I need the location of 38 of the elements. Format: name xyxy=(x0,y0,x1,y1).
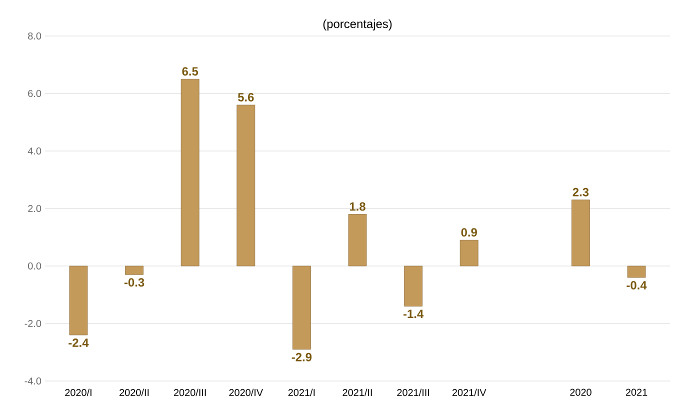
y-tick-label: -4.0 xyxy=(24,377,42,385)
x-tick-label: 2021/IV xyxy=(452,388,486,396)
bar xyxy=(292,266,311,350)
bar xyxy=(69,266,88,336)
data-label: 0.9 xyxy=(461,228,477,237)
x-tick-label: 2020/I xyxy=(65,388,92,396)
bar xyxy=(404,266,423,306)
x-tick-label: 2021/II xyxy=(342,388,372,396)
x-tick-label: 2021 xyxy=(626,388,648,396)
x-tick-label: 2020/III xyxy=(174,388,206,396)
data-label: -1.4 xyxy=(403,310,424,318)
bar xyxy=(572,200,590,266)
data-label: 5.6 xyxy=(238,93,254,102)
data-label: 6.5 xyxy=(182,67,198,76)
data-label: -0.4 xyxy=(626,281,647,290)
x-tick-label: 2020/II xyxy=(120,388,149,396)
data-label: -2.4 xyxy=(68,338,89,347)
x-tick-label: 2021/I xyxy=(288,388,315,396)
bar xyxy=(460,240,478,266)
y-tick-label: -2.0 xyxy=(24,320,42,328)
bar xyxy=(627,266,646,278)
y-tick-label: 6.0 xyxy=(28,90,42,98)
x-tick-label: 2021/III xyxy=(397,388,429,396)
bar xyxy=(125,266,144,275)
y-tick-label: 8.0 xyxy=(28,32,42,40)
y-tick-label: 0.0 xyxy=(28,262,42,270)
data-label: -0.3 xyxy=(124,278,144,287)
bar xyxy=(180,78,200,266)
y-tick-label: 4.0 xyxy=(28,147,42,155)
data-label: 2.3 xyxy=(572,188,589,196)
bar xyxy=(236,104,256,266)
chart-subtitle: (porcentajes) xyxy=(323,19,392,30)
y-tick-label: 2.0 xyxy=(28,204,42,212)
x-tick-label: 2020 xyxy=(570,388,592,396)
data-label: 1.8 xyxy=(350,202,366,211)
x-tick-label: 2020/IV xyxy=(229,388,264,396)
bar xyxy=(348,214,367,266)
data-label: -2.9 xyxy=(292,352,312,362)
